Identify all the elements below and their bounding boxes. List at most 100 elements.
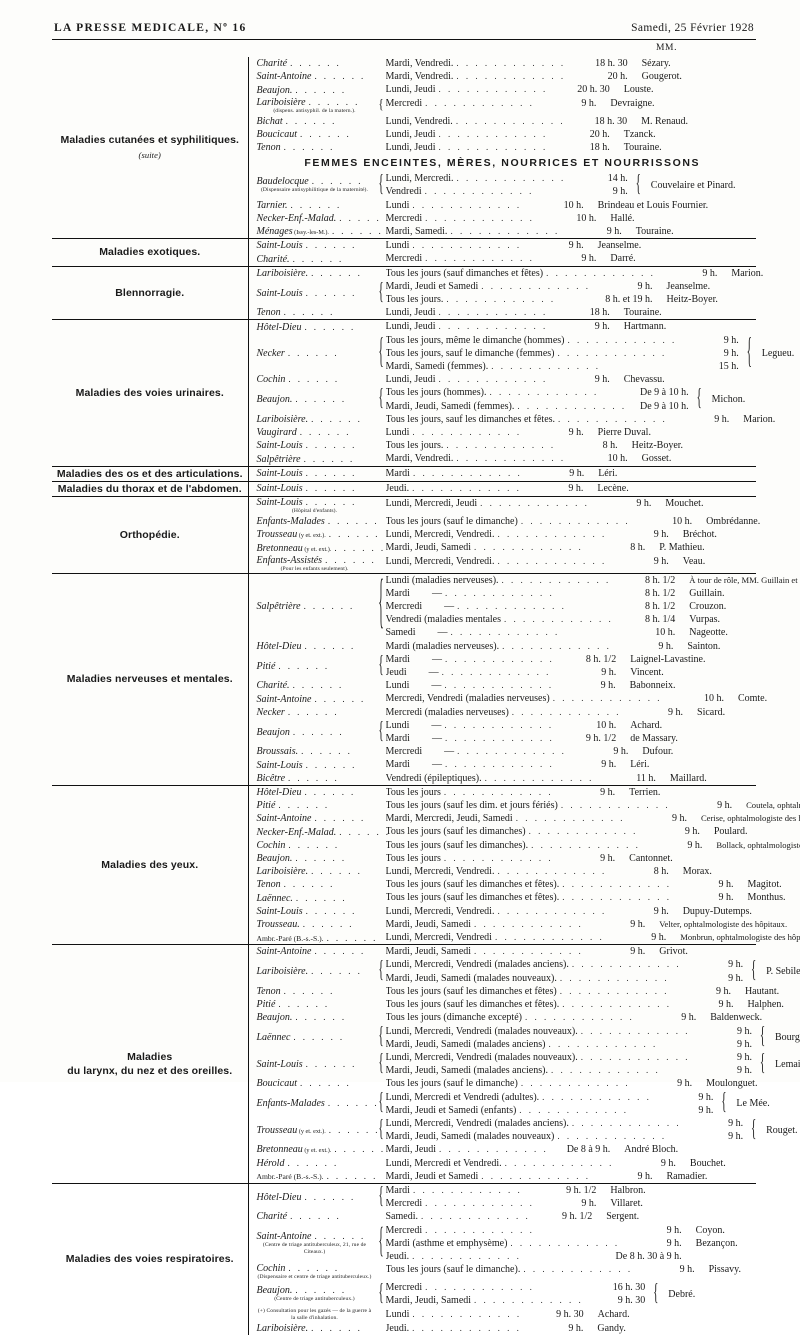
hospital-name: Trousseau (y et. ext.).. . . . . .	[257, 529, 377, 540]
hospital-name: Hérold. . . . . .	[257, 1158, 377, 1169]
group-rows: Tous les jours (sauf les dimanches).. . …	[386, 839, 800, 852]
schedule-row: Lundi, Mercredi, Vendredi (malades nouve…	[386, 1051, 759, 1064]
category-cell: Orthopédie.	[52, 497, 248, 574]
day-cell: Tous les jours (hommes).. . . . . . . . …	[386, 386, 627, 399]
time-cell: 9 h.	[669, 985, 737, 998]
doctor-name-cell: Brindeau et Louis Fournier.	[590, 199, 766, 212]
doctor-name-cell: Le Mée.	[728, 1091, 800, 1117]
time-cell: 10 h.	[522, 199, 590, 212]
hospital-group: Enfants-Malades. . . . . .{Lundi, Mercre…	[249, 1091, 757, 1117]
group-rows: Tous les jours (sauf les dimanches et fê…	[386, 878, 800, 891]
time-cell: 9 h.	[607, 528, 675, 541]
time-cell: 9 h.	[681, 972, 749, 985]
group-rows: Vendredi (épileptiques).. . . . . . . . …	[386, 772, 800, 785]
time-cell: 9 h.	[566, 745, 634, 758]
hospital-cell: Beaujon.. . . . . .	[249, 852, 377, 865]
brace-decoration: {	[634, 172, 643, 198]
hospital-group: Hérold. . . . . .Lundi, Mercredi et Vend…	[249, 1157, 757, 1170]
day-cell: Mardi, Jeudi, Samedi (malades anciens). …	[386, 1038, 691, 1051]
category-cell: Maladies des voies respiratoires.	[52, 1183, 248, 1334]
brace-decoration: {	[745, 334, 754, 374]
time-cell: 9 h.	[607, 555, 675, 568]
group-rows: Lundi, Mercredi.. . . . . . . . . . . .1…	[386, 172, 800, 198]
time-cell: 8 h. 1/2	[554, 653, 622, 666]
sub-rows: Tous les jours (hommes).. . . . . . . . …	[386, 386, 695, 412]
doctor-name-cell: Achard.	[590, 1308, 766, 1321]
brace-decoration: {	[377, 172, 386, 198]
day-cell: Lundi, Mercredi, Jeudi. . . . . . . . . …	[386, 497, 590, 510]
brace-spacer	[377, 865, 386, 878]
schedule-row: Mardi, Jeudi, Samedi (femmes).. . . . . …	[386, 400, 695, 413]
time-cell: 9 h.	[655, 267, 723, 280]
group-rows: Mercredi, Vendredi (maladies nerveuses).…	[386, 692, 800, 705]
brace-spacer	[377, 115, 386, 128]
time-cell: 9 h.	[633, 1263, 701, 1276]
hospital-cell: Necker-Enf.-Malad.. . . . . .	[249, 825, 377, 838]
doctor-column-header: MM.	[656, 43, 677, 53]
hospital-cell: Saint-Louis. . . . . .	[249, 280, 377, 306]
schedule-row: Lundi, Mercredi, Vendredi (malades nouve…	[386, 1025, 759, 1038]
day-cell: Mercredi—. . . . . . . . . . . .	[386, 745, 567, 758]
group-rows: Mercredi. . . . . . . . . . . .10 h.Hall…	[386, 212, 779, 225]
hospital-cell: Saint-Antoine. . . . . .	[249, 812, 377, 825]
schedule-row: Tous les jours. . . . . . . . . . . .9 h…	[386, 786, 798, 799]
group-rows: Mardi, Jeudi, Samedi. . . . . . . . . . …	[386, 945, 800, 958]
day-cell: Lundi, Jeudi. . . . . . . . . . . .	[386, 320, 548, 333]
hospital-group: Vaugirard. . . . . .Lundi. . . . . . . .…	[249, 426, 757, 439]
group-rows: Lundi. . . . . . . . . . . .10 h.Brindea…	[386, 199, 766, 212]
hospital-name: Saint-Antoine. . . . . .	[257, 1231, 377, 1242]
time-cell: De 9 à 10 h.	[627, 386, 695, 399]
schedule-row: Tous les jours (sauf les dim. et jours f…	[386, 799, 800, 812]
time-cell: 9 h.	[548, 373, 616, 386]
time-cell: 9 h.	[560, 225, 628, 238]
hospital-name: Pitié. . . . . .	[257, 800, 377, 811]
hospital-cell: Ménages (Issy.-les-M.).. . . . . .	[249, 225, 377, 238]
schedule-row: Mardi—. . . . . . . . . . . .9 h.Léri.	[386, 758, 799, 771]
doctor-name-cell: Babonneix.	[622, 679, 798, 692]
hospital-cell: Lariboisière.. . . . . .	[249, 865, 377, 878]
doctor-name-cell: Vincent.	[622, 666, 798, 679]
hospital-cell: Charité. . . . . .	[249, 57, 377, 70]
group-rows: Tous les jours (hommes).. . . . . . . . …	[386, 386, 800, 412]
day-cell: Tous les jours (sauf les dimanches).. . …	[386, 839, 641, 852]
brace-spacer	[377, 985, 386, 998]
day-cell: Mercredi (maladies nerveuses). . . . . .…	[386, 706, 622, 719]
brace-spacer	[377, 70, 386, 83]
doctor-name-cell: Poulard.	[706, 825, 800, 838]
time-cell: 8 h. 1/2	[613, 574, 681, 587]
schedule-row: Tous les jours (hommes).. . . . . . . . …	[386, 386, 695, 399]
schedule-row: Mardi, Jeudi, Samedi (malades nouveaux).…	[386, 1130, 750, 1143]
time-cell: 9 h. 1/2	[530, 1210, 598, 1223]
schedule-row: Tous les jours, sauf les dimanches et fê…	[386, 413, 800, 426]
category-cell: Maladies cutanées et syphilitiques.(suit…	[52, 57, 248, 239]
sub-rows: Tous les jours, même le dimanche (hommes…	[386, 334, 745, 374]
hospital-cell: Beaujon.. . . . . .(Centre de triage ant…	[249, 1281, 377, 1307]
hospital-group: Saint-Antoine. . . . . .Mardi, Jeudi, Sa…	[249, 945, 757, 958]
schedule-row: Lundi, Mercredi.. . . . . . . . . . . .1…	[386, 172, 634, 185]
day-cell: Tous les jours.. . . . . . . . . . . .	[386, 439, 556, 452]
time-cell: 10 h.	[630, 515, 698, 528]
hospital-sublabel: (Centre de triage antituberculeux, 21, r…	[257, 1242, 377, 1256]
brace-decoration: {	[377, 386, 386, 412]
hospital-name: Necker. . . . . .	[257, 348, 377, 359]
doctor-name-cell: Laignel-Lavastine.	[622, 653, 798, 666]
day-cell: Lundi, Vendredi.. . . . . . . . . . . .	[386, 115, 566, 128]
doctor-name-cell: Marion.	[735, 413, 800, 426]
day-cell: Mardi (maladies nerveuses).. . . . . . .…	[386, 640, 612, 653]
day-cell: Mercredi. . . . . . . . . . . .	[386, 1224, 620, 1237]
hospital-cell: Bicêtre. . . . . .	[249, 772, 377, 785]
hospital-group: Hôtel-Dieu. . . . . .Lundi, Jeudi. . . .…	[249, 320, 757, 333]
brace-spacer	[377, 252, 386, 265]
schedule-row: Lundi (maladies nerveuses).. . . . . . .…	[386, 574, 800, 587]
hospital-group: Saint-Louis. . . . . .Mardi—. . . . . . …	[249, 758, 757, 771]
time-cell: 20 h.	[566, 70, 634, 83]
doctor-name-cell: Sézary.	[634, 57, 800, 70]
group-rows: Tous les jours. . . . . . . . . . . .9 h…	[386, 852, 798, 865]
group-rows: Lundi, Mercredi, Vendredi (malades nouve…	[386, 1025, 800, 1051]
group-rows: Mercredi. . . . . . . . . . . .9 h.Coyon…	[386, 1224, 800, 1264]
group-rows: Tous les jours, même le dimanche (hommes…	[386, 334, 800, 374]
schedule-row: Tous les jours (sauf les dimanches et fê…	[386, 985, 800, 998]
section-body: Hôtel-Dieu. . . . . .Lundi, Jeudi. . . .…	[248, 320, 756, 466]
hospital-group: Saint-Louis. . . . . .(Hôpital d'enfants…	[249, 497, 757, 515]
